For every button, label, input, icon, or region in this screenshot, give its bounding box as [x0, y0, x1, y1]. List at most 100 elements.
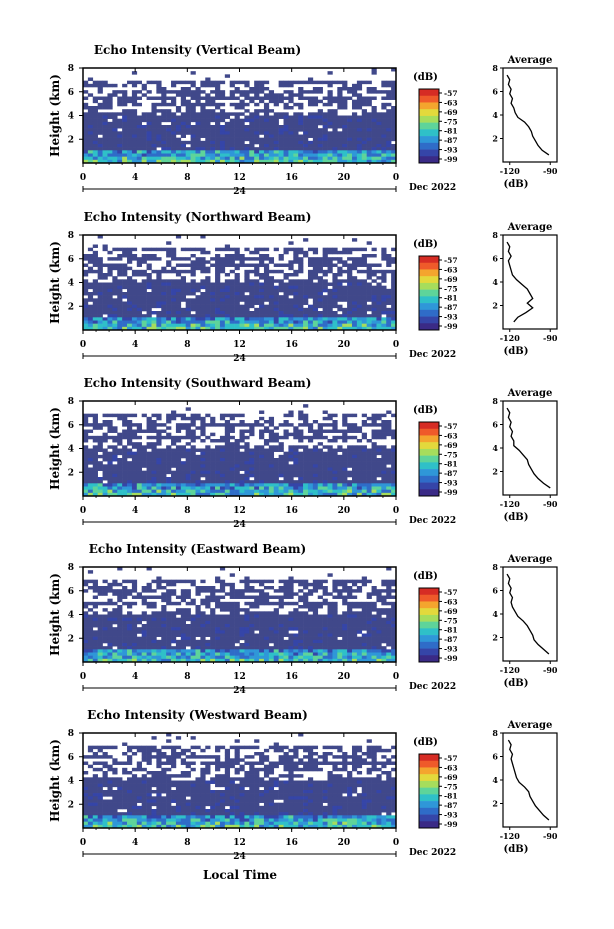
heatmap-cell	[112, 115, 118, 119]
heatmap-cell	[210, 295, 216, 299]
heatmap-cell	[180, 144, 186, 148]
heatmap-cell	[102, 473, 108, 478]
heatmap-cell	[180, 589, 186, 593]
heatmap-cell	[112, 90, 118, 94]
heatmap-cell	[175, 423, 182, 427]
heatmap-cell	[171, 461, 177, 465]
heatmap-cell	[136, 473, 142, 478]
heatmap-cell	[146, 617, 152, 622]
heatmap-cell	[229, 486, 235, 490]
heatmap-cell	[254, 461, 260, 465]
profile-title: Average	[507, 55, 553, 66]
heatmap-cell	[127, 125, 133, 129]
heatmap-cell	[351, 429, 358, 433]
heatmap-cell	[195, 159, 201, 164]
heatmap-cell	[92, 445, 98, 449]
heatmap-cell	[156, 579, 162, 584]
heatmap-cell	[386, 131, 392, 135]
heatmap-cell	[107, 96, 113, 100]
heatmap-cell	[268, 144, 275, 148]
heatmap-cell	[268, 467, 275, 471]
heatmap-cell	[239, 579, 245, 584]
heatmap-cell	[283, 96, 289, 100]
heatmap-cell	[283, 282, 289, 286]
heatmap-cell	[175, 451, 182, 456]
heatmap-cell	[259, 410, 265, 414]
heatmap-cell	[298, 451, 304, 456]
heatmap-cell	[122, 96, 128, 100]
heatmap-cell	[337, 285, 343, 290]
heatmap-cell	[171, 307, 177, 312]
heatmap-cell	[278, 83, 284, 88]
heatmap-cell	[171, 137, 177, 142]
heatmap-cell	[273, 608, 279, 612]
heatmap-cell	[259, 470, 265, 475]
heatmap-cell	[83, 492, 89, 497]
heatmap-cell	[146, 445, 152, 449]
heatmap-cell	[254, 601, 260, 606]
heatmap-cell	[327, 137, 333, 142]
heatmap-cell	[317, 304, 323, 309]
heatmap-cell	[127, 276, 133, 280]
heatmap-cell	[254, 492, 260, 497]
heatmap-cell	[342, 156, 348, 161]
heatmap-cell	[97, 483, 103, 487]
heatmap-cell	[107, 589, 113, 593]
heatmap-cell	[342, 489, 348, 494]
y-axis-label: Height (km)	[48, 74, 62, 157]
x-tick-label: 4	[132, 173, 138, 183]
heatmap-cell	[200, 282, 206, 286]
heatmap-cell	[351, 477, 358, 481]
heatmap-cell	[215, 451, 221, 456]
heatmap-cell	[263, 483, 270, 487]
heatmap-cell	[107, 115, 113, 119]
heatmap-cell	[92, 301, 98, 305]
heatmap-cell	[102, 304, 108, 309]
heatmap-cell	[312, 99, 319, 104]
heatmap-cell	[97, 601, 103, 606]
profile-x-tick-label: -90	[543, 166, 558, 176]
heatmap-cell	[371, 247, 377, 252]
heatmap-cell	[312, 144, 319, 148]
heatmap-cell	[200, 323, 206, 328]
heatmap-cell	[112, 617, 118, 622]
heatmap-cell	[303, 614, 309, 618]
heatmap-cell	[131, 454, 138, 459]
heatmap-cell	[293, 273, 299, 277]
heatmap-cell	[259, 589, 265, 593]
heatmap-cell	[107, 292, 113, 296]
heatmap-cell	[317, 486, 323, 490]
heatmap-cell	[371, 87, 377, 91]
heatmap-cell	[102, 464, 108, 468]
heatmap-cell	[381, 153, 387, 157]
heatmap-cell	[307, 77, 314, 81]
heatmap-cell	[122, 592, 128, 596]
heatmap-cell	[151, 448, 157, 452]
heatmap-cell	[127, 247, 133, 252]
heatmap-cell	[273, 477, 279, 481]
heatmap-cell	[244, 464, 250, 468]
heatmap-cell	[83, 489, 89, 494]
heatmap-cell	[361, 458, 367, 462]
heatmap-cell	[351, 298, 358, 302]
heatmap-cell	[268, 304, 275, 309]
heatmap-cell	[278, 617, 284, 622]
heatmap-cell	[293, 467, 299, 471]
x-tick-label: 4	[132, 506, 138, 516]
heatmap-cell	[361, 153, 367, 157]
heatmap-cell	[332, 99, 338, 104]
heatmap-cell	[175, 144, 182, 148]
heatmap-cell	[234, 257, 240, 261]
heatmap-cell	[381, 483, 387, 487]
heatmap-cell	[259, 156, 265, 161]
heatmap-cell	[386, 458, 392, 462]
heatmap-cell	[239, 285, 245, 290]
heatmap-cell	[175, 125, 182, 129]
colorbar-tick-label: -87	[444, 469, 458, 478]
heatmap-cell	[288, 470, 294, 475]
heatmap-cell	[215, 263, 221, 267]
heatmap-cell	[131, 314, 138, 318]
heatmap-cell	[210, 323, 216, 328]
heatmap-cell	[317, 435, 323, 440]
heatmap-cell	[259, 285, 265, 290]
